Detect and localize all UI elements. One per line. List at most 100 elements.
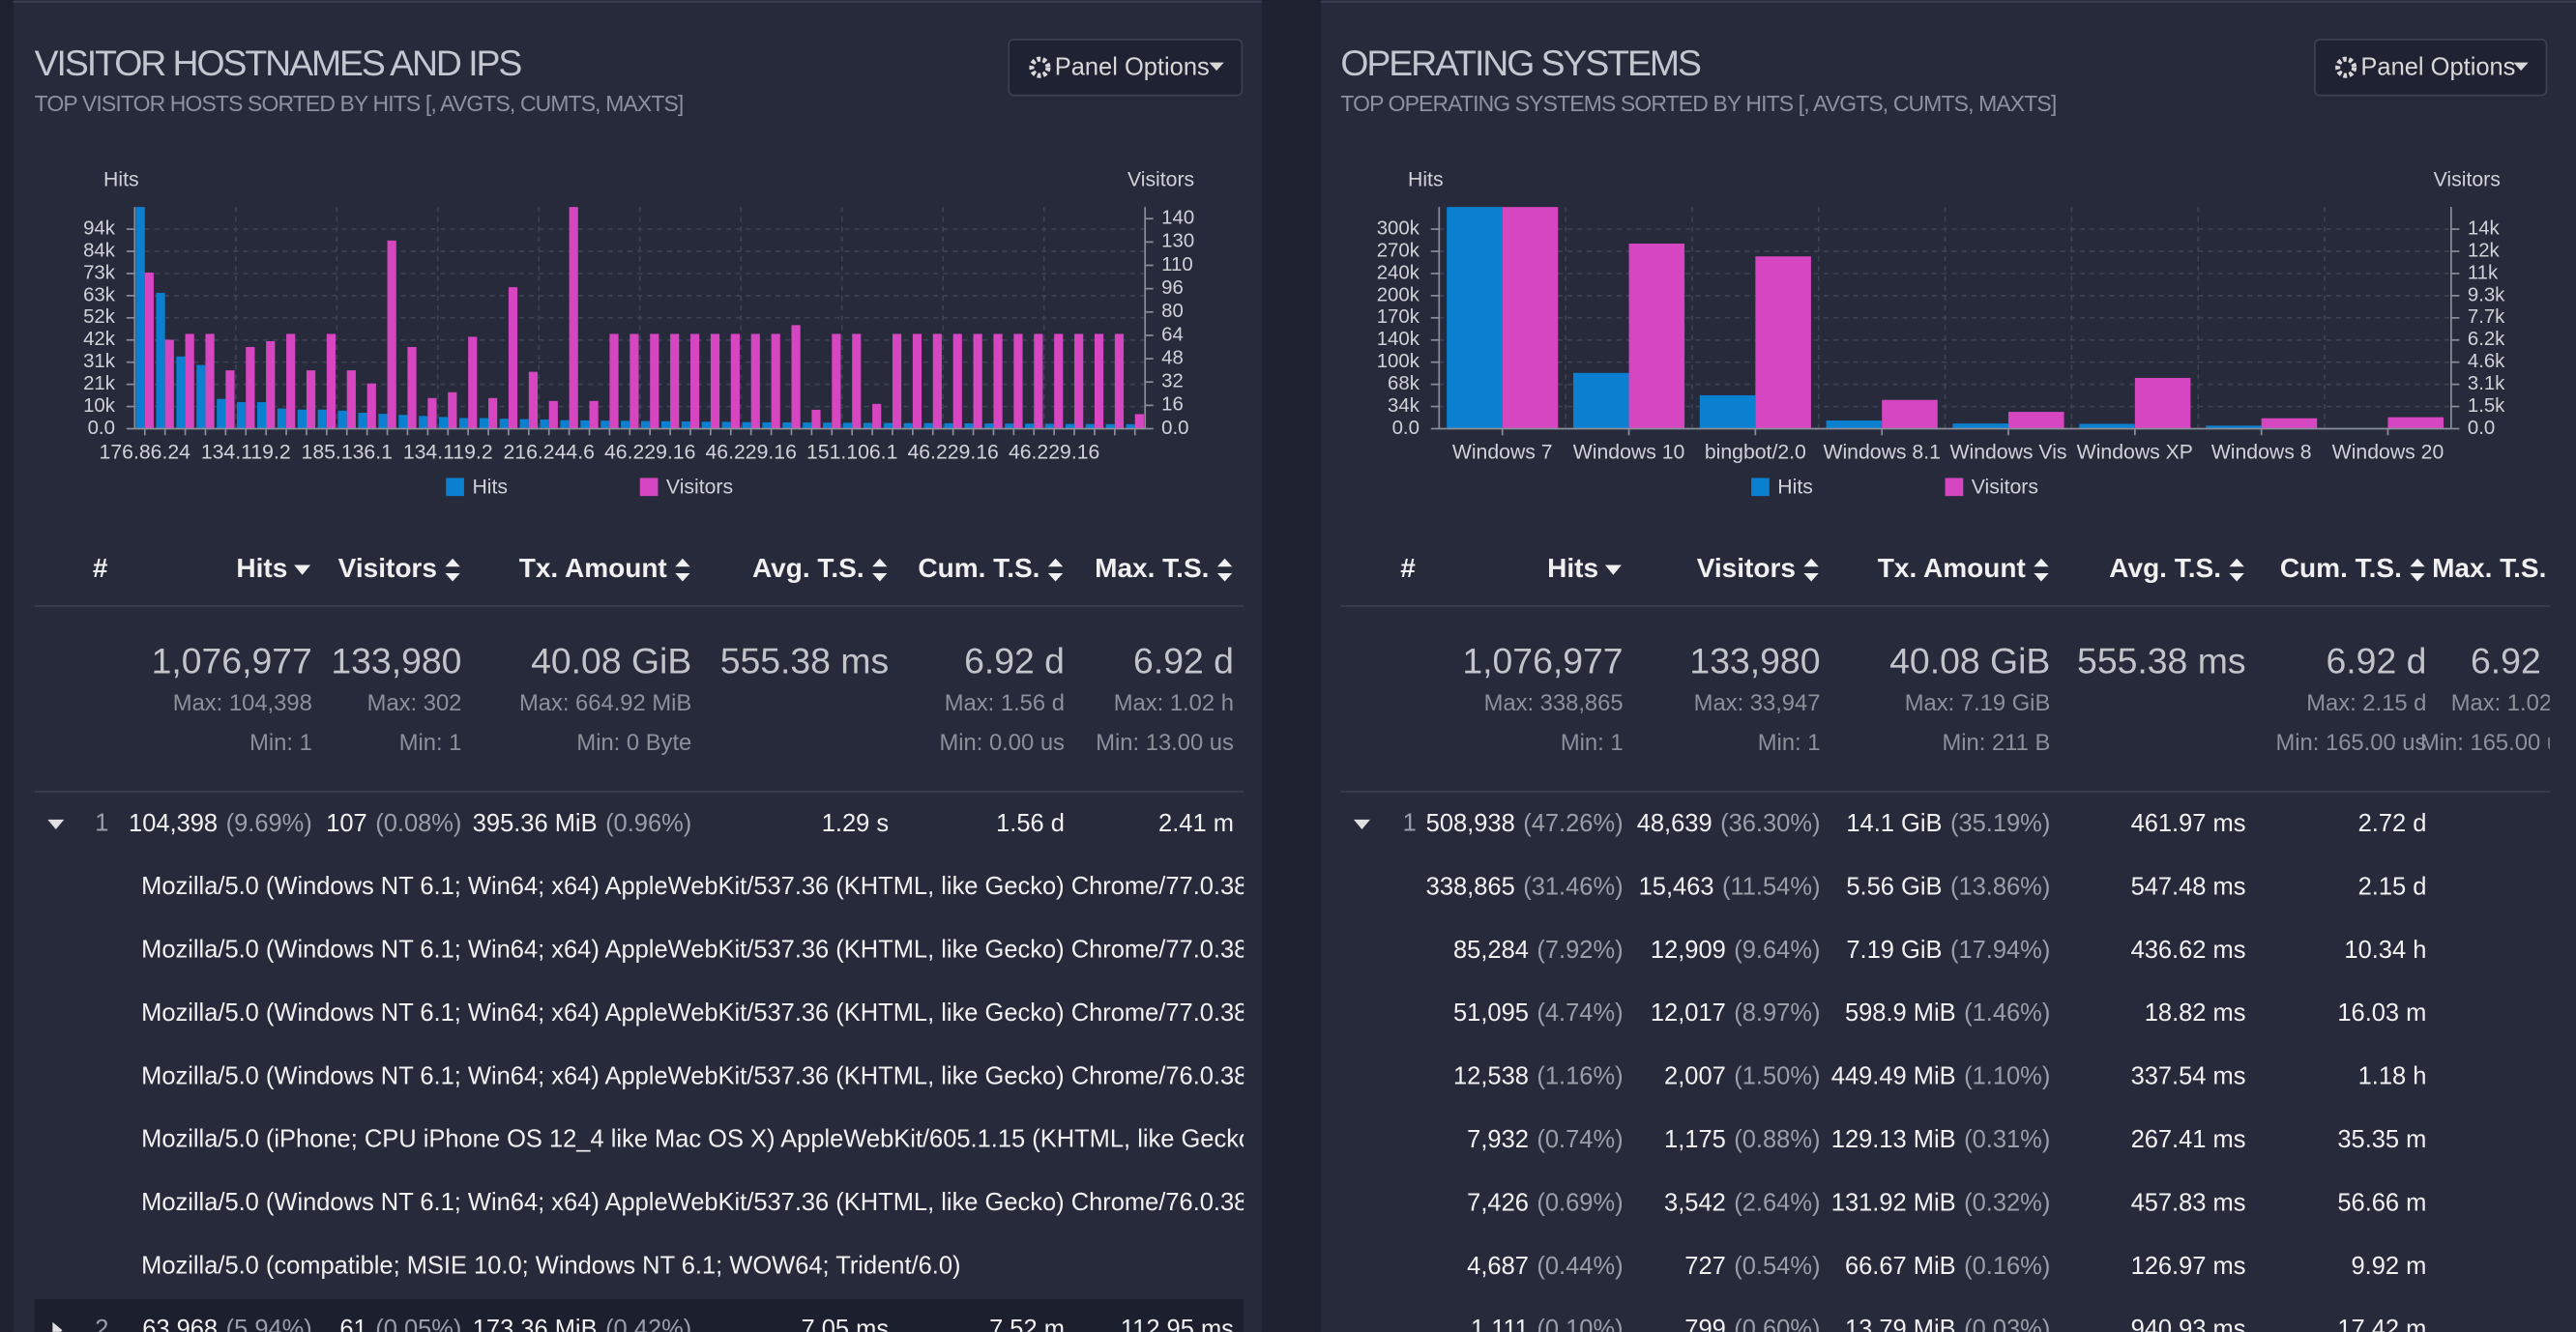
cell-value: 35.35 m xyxy=(2337,1126,2426,1153)
cell-value: 1.18 h xyxy=(2358,1062,2427,1089)
bar xyxy=(164,339,174,429)
bar xyxy=(468,336,478,429)
table-header[interactable]: Visitors xyxy=(1697,553,1796,583)
cell-value: 15,463 xyxy=(1639,873,1714,900)
min-value: Min: 165.00 us xyxy=(2420,730,2571,756)
cell-percent: (0.32%) xyxy=(1964,1189,2050,1216)
panel-options-button[interactable]: Panel Options xyxy=(1008,38,1244,97)
total-value: 555.38 ms xyxy=(2077,640,2245,680)
max-value: Max: 33,947 xyxy=(1694,690,1821,716)
expand-caret[interactable] xyxy=(47,819,65,830)
table-cell: 727 (0.54%) xyxy=(1684,1253,1820,1280)
bar xyxy=(903,422,913,429)
panel-options-button[interactable]: Panel Options xyxy=(2314,38,2548,97)
button-label[interactable]: Panel Options xyxy=(1055,53,1210,80)
bar xyxy=(237,402,247,429)
button-label[interactable]: Panel Options xyxy=(2360,53,2515,80)
bar xyxy=(823,422,833,429)
cell-percent: (0.31%) xyxy=(1964,1126,2050,1153)
expand-caret[interactable] xyxy=(1353,819,1370,830)
table-cell: 7.52 m xyxy=(989,1316,1065,1332)
gear-icon[interactable] xyxy=(2335,56,2357,78)
cell-percent: (0.96%) xyxy=(605,810,691,837)
table-header[interactable]: Tx. Amount xyxy=(519,553,667,583)
bar xyxy=(2387,417,2444,429)
bar xyxy=(256,402,267,429)
table-cell: 104,398 (9.69%) xyxy=(129,810,312,837)
bar xyxy=(791,325,801,429)
button-frame[interactable] xyxy=(1008,38,1244,97)
cell-percent: (0.16%) xyxy=(1964,1253,2050,1280)
row-number: 1 xyxy=(1403,810,1417,837)
sort-icon xyxy=(294,565,311,575)
table-cell: 35.35 m xyxy=(2337,1126,2426,1153)
cell-percent: (1.50%) xyxy=(1734,1062,1820,1089)
table-header[interactable]: Hits xyxy=(236,553,287,583)
bar xyxy=(398,415,408,429)
table-cell: 940.93 ms xyxy=(2131,1316,2246,1332)
table-header[interactable]: Visitors xyxy=(338,553,437,583)
y2-tick-label: 1.5k xyxy=(2468,395,2505,417)
table-cell: 3,542 (2.64%) xyxy=(1664,1189,1820,1216)
table-cell: 508,938 (47.26%) xyxy=(1426,810,1624,837)
bar xyxy=(944,422,953,429)
button-caret[interactable] xyxy=(1209,62,1224,72)
bar xyxy=(1013,333,1023,429)
sort-icon xyxy=(2034,558,2049,582)
max-value: Max: 1.56 d xyxy=(945,690,1065,716)
table-cell: 461.97 ms xyxy=(2131,810,2246,837)
bar xyxy=(1114,333,1125,429)
y-tick-label: 31k xyxy=(83,351,116,372)
gear-icon[interactable] xyxy=(1029,56,1051,78)
table-header[interactable]: Max. T.S. xyxy=(1095,553,1209,583)
panel: OPERATING SYSTEMS TOP OPERATING SYSTEMS S… xyxy=(1340,38,2571,1332)
cell-value: 395.36 MiB xyxy=(473,810,598,837)
panel-background xyxy=(13,0,1262,1332)
bar xyxy=(548,400,558,429)
button-caret[interactable] xyxy=(2513,62,2529,72)
bar xyxy=(984,423,994,429)
x-tick-label: Windows 8.1 xyxy=(1823,442,1940,464)
cell-value: 61 xyxy=(339,1316,366,1332)
row-number: 1 xyxy=(95,810,108,837)
x-tick-label: Windows XP xyxy=(2077,442,2193,464)
row-number: 2 xyxy=(95,1316,108,1332)
cell-value: 5.56 GiB xyxy=(1846,873,1942,900)
cell-value: 1,111 xyxy=(1471,1316,1529,1332)
bar xyxy=(439,417,449,429)
cell-percent: (17.94%) xyxy=(1950,937,2050,964)
bar xyxy=(701,421,711,429)
max-value: Max: 2.15 d xyxy=(2306,690,2426,716)
table-header[interactable]: Max. T.S. xyxy=(2432,553,2546,583)
table-header[interactable]: Tx. Amount xyxy=(1878,553,2026,583)
y2-axis-label: Visitors xyxy=(1127,169,1194,191)
bar xyxy=(246,346,255,429)
min-value: Min: 1 xyxy=(1758,730,1821,756)
bar xyxy=(993,333,1003,429)
table-header[interactable]: Hits xyxy=(1547,553,1598,583)
table-header[interactable]: Avg. T.S. xyxy=(2109,553,2221,583)
cell-value: 508,938 xyxy=(1426,810,1515,837)
expand-caret[interactable] xyxy=(52,1321,63,1332)
table-cell: 7.19 GiB (17.94%) xyxy=(1846,937,2050,964)
total-value: 555.38 ms xyxy=(720,640,889,680)
table-cell: 63,968 (5.94%) xyxy=(142,1316,312,1332)
table-header[interactable]: Cum. T.S. xyxy=(918,553,1039,583)
table-header[interactable]: Cum. T.S. xyxy=(2280,553,2402,583)
cell-percent: (0.05%) xyxy=(375,1316,461,1332)
table-cell: 1.56 d xyxy=(996,810,1065,837)
user-agent: Mozilla/5.0 (Windows NT 6.1; Win64; x64)… xyxy=(141,937,1463,964)
bar xyxy=(1134,414,1144,429)
table-header[interactable]: Avg. T.S. xyxy=(752,553,864,583)
bar xyxy=(803,422,812,429)
button-frame[interactable] xyxy=(2314,38,2548,97)
bar xyxy=(1074,333,1084,429)
y2-tick-label: 7.7k xyxy=(2468,306,2505,328)
x-tick-label: 134.119.2 xyxy=(201,442,291,464)
bar xyxy=(964,423,974,429)
min-value: Min: 0.00 us xyxy=(939,730,1065,756)
x-tick-label: 46.229.16 xyxy=(705,442,796,464)
panel-title: OPERATING SYSTEMS xyxy=(1340,43,1701,83)
table-cell: 1,111 (0.10%) xyxy=(1471,1316,1624,1332)
table-cell: 547.48 ms xyxy=(2131,873,2246,900)
